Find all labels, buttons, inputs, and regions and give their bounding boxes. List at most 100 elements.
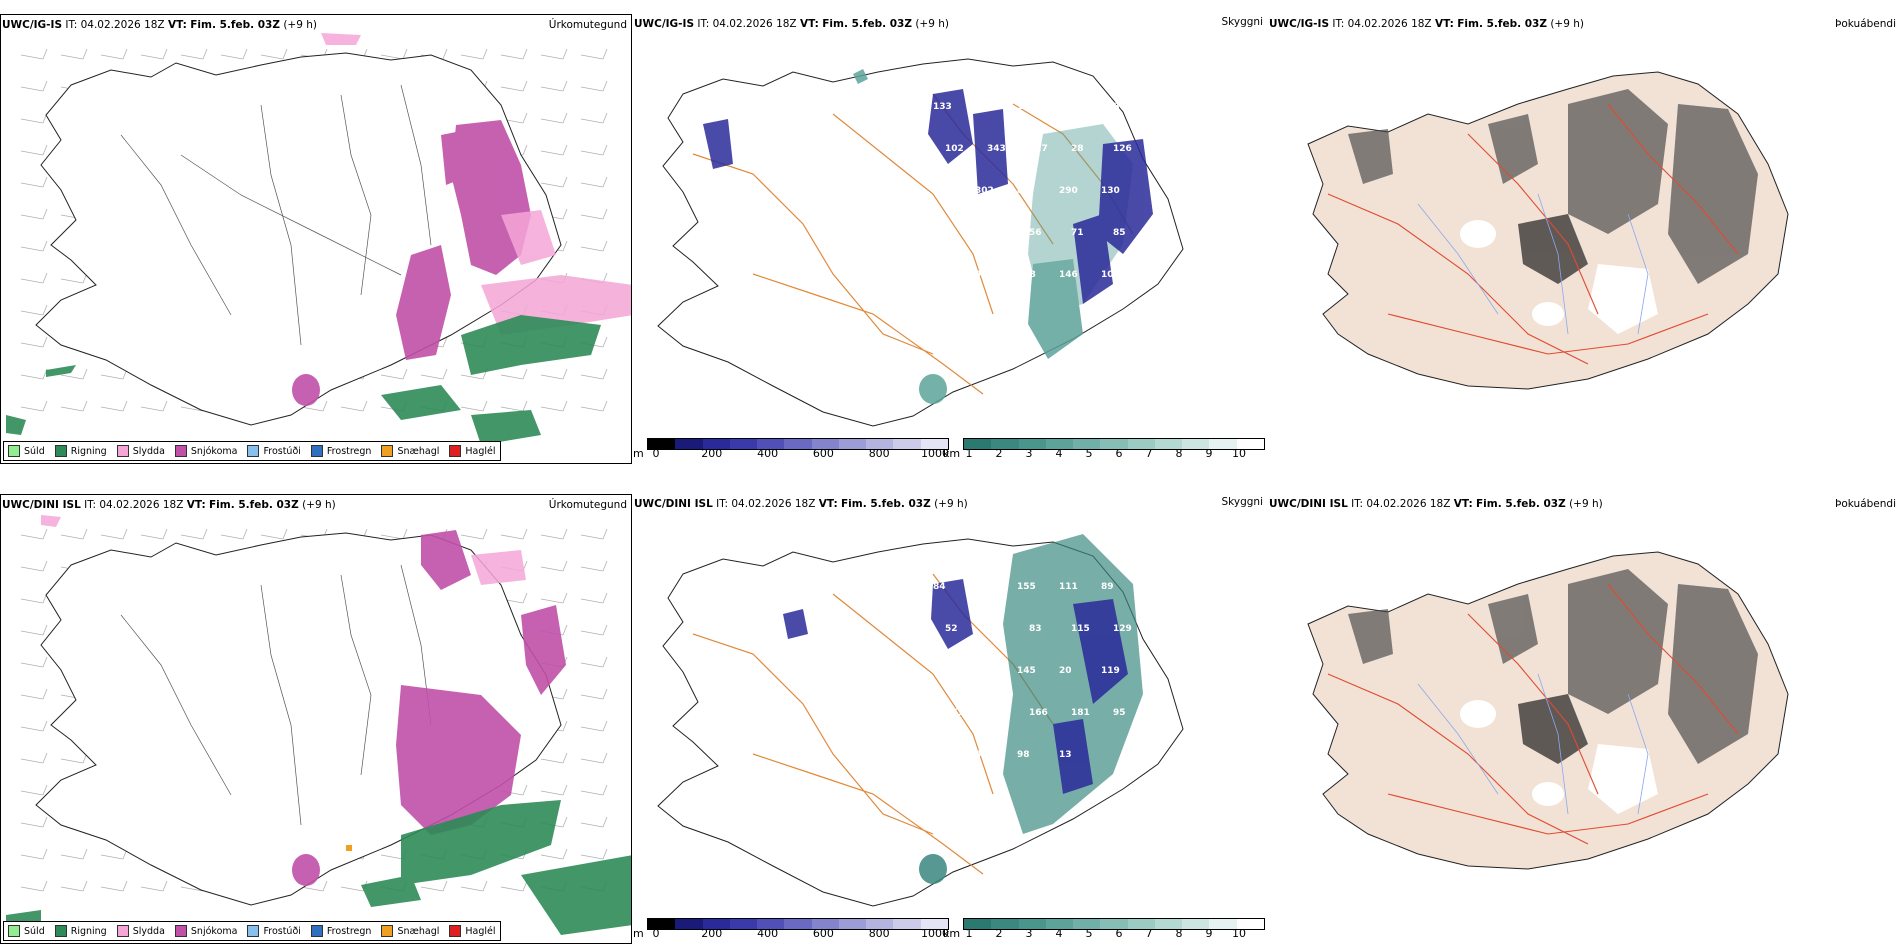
visibility-colorbar — [963, 918, 1265, 930]
wind-barb — [540, 368, 568, 380]
wind-barb — [20, 816, 48, 828]
wind-barb — [540, 112, 568, 124]
fog-roads — [1327, 583, 1739, 845]
cloud-height-label: 75 — [987, 624, 1000, 634]
colorbar-tick: 0 — [652, 447, 660, 460]
cloud-height-label: 111 — [1059, 582, 1078, 592]
wind-barb — [20, 80, 48, 92]
wind-barb — [60, 400, 88, 412]
cloud-height-label: 155 — [1017, 582, 1036, 592]
panel-header: UWC/DINI ISL IT: 04.02.2026 18Z VT: Fim.… — [1269, 498, 1603, 510]
colorbar-segment — [648, 439, 676, 449]
wind-barb — [100, 48, 128, 60]
wind-barb — [460, 528, 488, 540]
wind-barb — [60, 48, 88, 60]
cloud-base-areas — [703, 89, 1153, 304]
cloud-height-label: 129 — [1113, 624, 1132, 634]
wind-barb — [540, 528, 568, 540]
height-ticks: 0 200 400 600 800 1000 — [647, 447, 950, 461]
wind-barb — [580, 624, 608, 636]
legend-item: Frostregn — [310, 925, 372, 937]
colorbar-segment — [1154, 919, 1183, 929]
wind-barb — [220, 48, 248, 60]
cloud-height-label: 98 — [1017, 750, 1030, 760]
wind-barb — [500, 400, 528, 412]
colorbar-segment — [648, 919, 676, 929]
vt-value: Fim. 5.feb. 03Z — [841, 498, 931, 510]
wind-barb — [300, 400, 328, 412]
lead-time: (+9 h) — [302, 499, 336, 511]
wind-barb — [580, 240, 608, 252]
cloud-height-label: 171 — [945, 708, 964, 718]
legend-label: Frostregn — [326, 925, 372, 937]
colorbar-tick: 600 — [812, 447, 834, 460]
colorbar-tick: 8 — [1175, 927, 1183, 940]
cloud-height-label: 131 — [1017, 102, 1036, 112]
it-label: IT: — [84, 499, 97, 511]
model-name: UWC/DINI ISL — [634, 498, 713, 510]
colorbar-tick: 10 — [1232, 447, 1246, 460]
wind-barb — [540, 80, 568, 92]
wind-barb — [580, 208, 608, 220]
legend-swatch — [116, 445, 129, 457]
cloud-height-label: 290 — [1059, 186, 1078, 196]
precip-legend: Súld Rigning Slydda Snjókoma Frostúði Frostre… — [3, 441, 501, 461]
wind-barb — [580, 112, 608, 124]
fog-title: Þokuábendi — [1835, 18, 1896, 30]
legend-label: Snjókoma — [190, 445, 238, 457]
wind-barb — [60, 752, 88, 764]
colorbar-segment — [675, 439, 703, 449]
model-name: UWC/IG-IS — [634, 18, 695, 30]
wind-barb — [140, 48, 168, 60]
colorbar-tick: 6 — [1115, 447, 1123, 460]
wind-barb — [460, 48, 488, 60]
height-ticks: 0 200 400 600 800 1000 — [647, 927, 950, 941]
wind-barb — [60, 368, 88, 380]
legend-label: Haglél — [465, 925, 496, 937]
legend-item: Snjókoma — [174, 445, 238, 457]
legend-label: Frostregn — [326, 445, 372, 457]
cloud-height-label: 56 — [1029, 228, 1042, 238]
colorbar-segment — [893, 919, 921, 929]
colorbar-tick: 800 — [868, 447, 890, 460]
fog-shading — [1348, 569, 1758, 764]
colorbar-segment — [991, 439, 1019, 449]
lead-time: (+9 h) — [1550, 18, 1584, 30]
legend-label: Slydda — [132, 925, 165, 937]
wind-barb — [180, 48, 208, 60]
legend-item: Frostúði — [247, 925, 301, 937]
precip-map-bottom — [6, 515, 631, 935]
colorbar-segment — [991, 919, 1019, 929]
wind-barb — [580, 80, 608, 92]
cloud-map-bottom: 84 107 155 111 89 52 75 83 115 129 113 121 145 20 119 1… — [657, 534, 1184, 907]
colorbar-tick: 10 — [1232, 927, 1246, 940]
colorbar-segment — [838, 439, 867, 449]
model-name: UWC/DINI ISL — [1269, 498, 1348, 510]
legend-swatch — [310, 925, 323, 937]
lead-time: (+9 h) — [1569, 498, 1603, 510]
cloud-height-labels: 84 107 155 111 89 52 75 83 115 129 113 121 145 20 119 1… — [933, 582, 1132, 760]
colorbar-segment — [893, 439, 921, 449]
panel-header: UWC/IG-IS IT: 04.02.2026 18Z VT: Fim. 5.… — [634, 18, 949, 30]
cloud-height-label: 288 — [975, 102, 994, 112]
wind-barb — [500, 80, 528, 92]
cloud-height-label: 80 — [975, 750, 988, 760]
colorbar-segment — [1073, 919, 1101, 929]
cloud-height-label: 58 — [1059, 102, 1072, 112]
legend-item: Slydda — [116, 925, 165, 937]
wind-barb — [20, 880, 48, 892]
wind-barb — [20, 336, 48, 348]
colorbar-tick: 0 — [652, 927, 660, 940]
wind-barb — [580, 48, 608, 60]
it-value: 04.02.2026 18Z — [1347, 18, 1432, 30]
rivers — [120, 84, 432, 346]
fog-rivers — [1417, 673, 1649, 815]
wind-barb — [20, 112, 48, 124]
wind-barb — [100, 400, 128, 412]
cloud-height-label: 108 — [1101, 270, 1120, 280]
legend-item: Rigning — [54, 445, 107, 457]
wind-barb — [20, 560, 48, 572]
height-unit: m — [633, 447, 644, 460]
cloud-height-label: 166 — [1029, 708, 1048, 718]
cloud-height-label: 145 — [1017, 666, 1036, 676]
